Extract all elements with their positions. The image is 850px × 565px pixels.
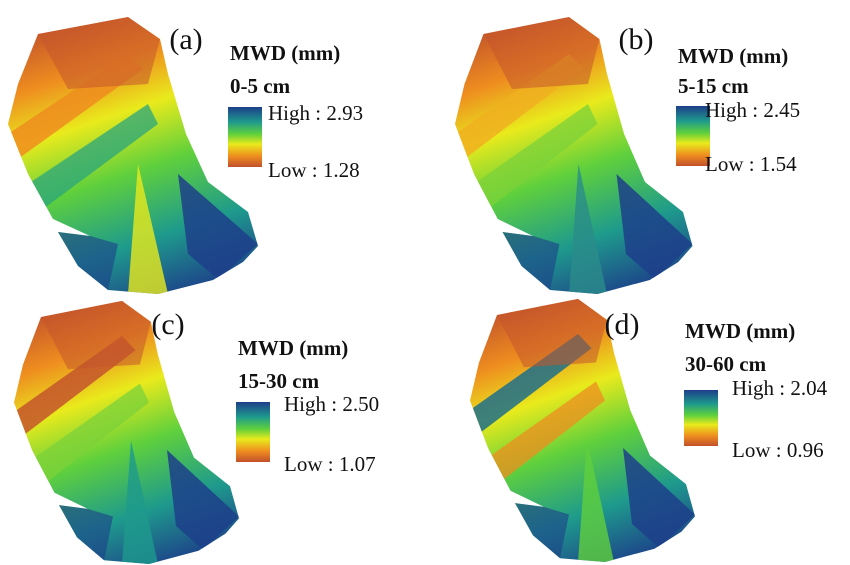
- depth-label: 30-60 cm: [685, 352, 767, 376]
- legend-title: MWD (mm): [678, 44, 788, 68]
- panel-label: (a): [169, 23, 202, 56]
- map-fill: [470, 296, 704, 565]
- figure: (a) MWD (mm) 0-5 cm High : 2.93 Low : 1.28 (b…: [0, 0, 850, 565]
- legend-title: MWD (mm): [238, 336, 348, 360]
- legend-high: High : 2.93: [268, 101, 363, 125]
- legend-ramp: [228, 107, 262, 167]
- legend-ramp: [684, 390, 718, 446]
- legend-low: Low : 1.07: [284, 452, 376, 476]
- legend-title: MWD (mm): [685, 319, 795, 343]
- map: [455, 14, 702, 304]
- map-fill: [14, 298, 248, 565]
- legend-low: Low : 1.28: [268, 158, 360, 182]
- legend-low: Low : 1.54: [705, 152, 797, 176]
- legend-low: Low : 0.96: [732, 438, 824, 462]
- legend-ramp: [236, 402, 270, 462]
- panel-label: (d): [605, 308, 640, 341]
- map: [14, 298, 248, 565]
- legend-high: High : 2.45: [705, 98, 800, 122]
- depth-label: 5-15 cm: [678, 74, 749, 98]
- legend-high: High : 2.50: [284, 392, 379, 416]
- page: {"panels": [ {"label": "(a)", "title": "…: [0, 0, 850, 565]
- panel-label: (c): [151, 308, 184, 341]
- map: [470, 296, 704, 565]
- panel-label: (b): [619, 23, 654, 56]
- legend-high: High : 2.04: [732, 376, 828, 400]
- depth-label: 0-5 cm: [230, 74, 291, 98]
- legend-title: MWD (mm): [230, 41, 340, 65]
- map-fill: [455, 14, 702, 304]
- depth-label: 15-30 cm: [238, 369, 320, 393]
